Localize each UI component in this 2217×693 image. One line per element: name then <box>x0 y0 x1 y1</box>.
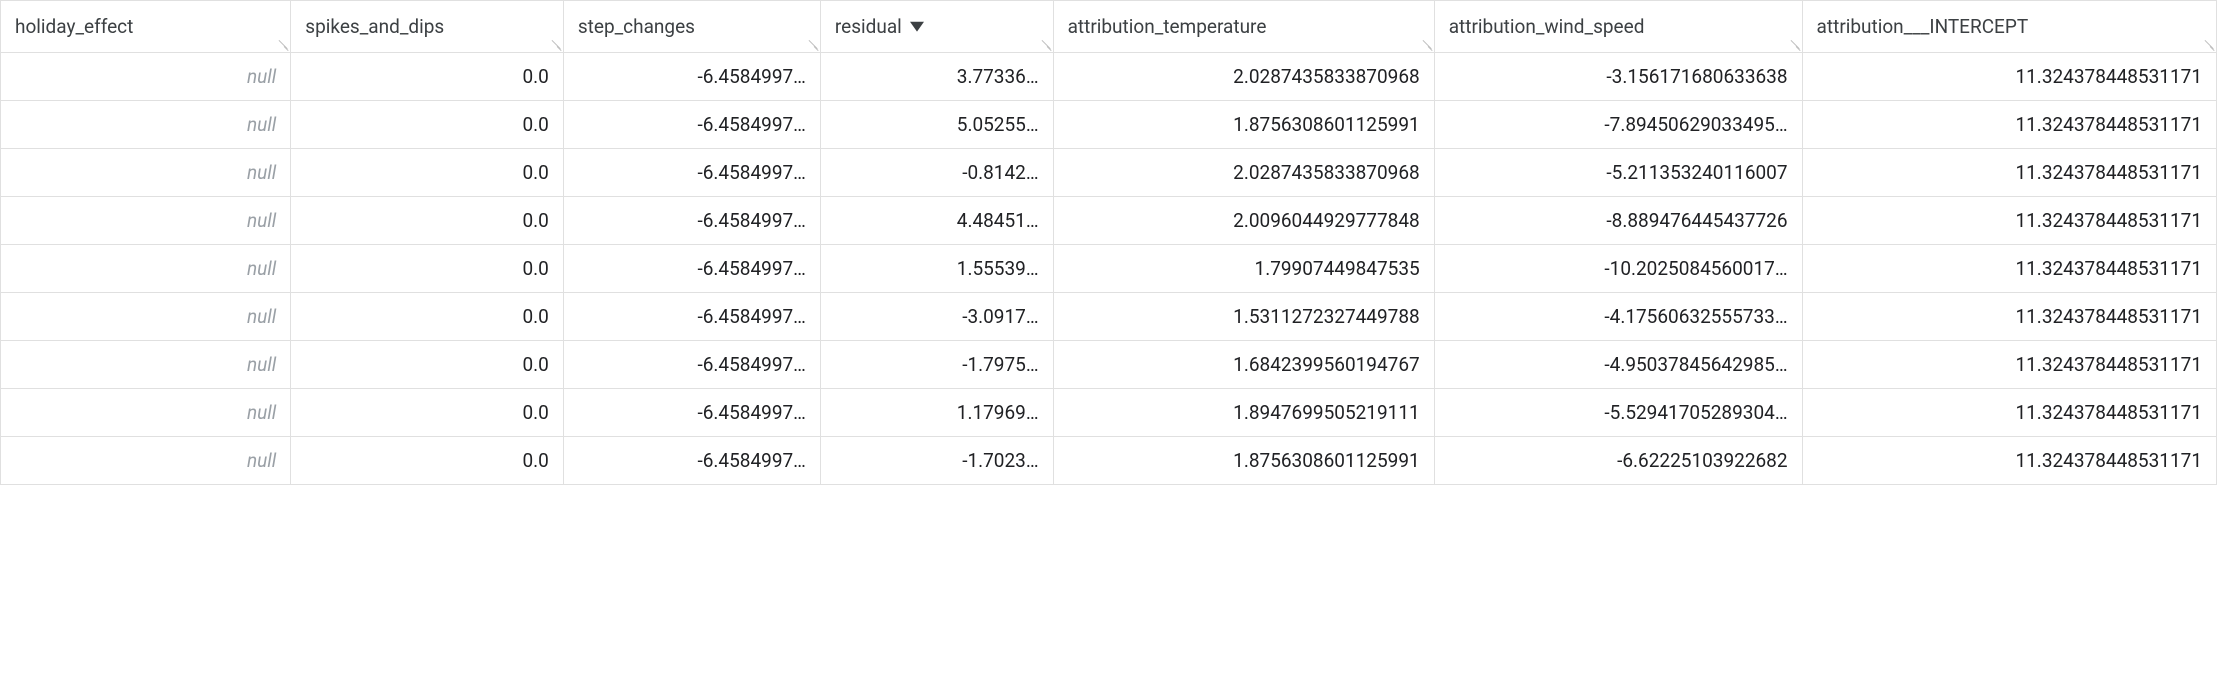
cell-attribution_temperature: 1.8947699505219111 <box>1053 389 1434 437</box>
cell-holiday_effect: null <box>1 53 291 101</box>
cell-attribution_wind_speed: -8.889476445437726 <box>1434 197 1802 245</box>
cell-attribution___INTERCEPT: 11.324378448531171 <box>1802 389 2216 437</box>
column-header-attribution_wind_speed[interactable]: attribution_wind_speed <box>1434 1 1802 53</box>
column-header-label: attribution___INTERCEPT <box>1817 15 2029 38</box>
column-header-label: attribution_temperature <box>1068 15 1267 38</box>
cell-attribution___INTERCEPT: 11.324378448531171 <box>1802 101 2216 149</box>
cell-attribution_wind_speed: -5.52941705289304… <box>1434 389 1802 437</box>
cell-spikes_and_dips: 0.0 <box>291 389 564 437</box>
cell-holiday_effect: null <box>1 341 291 389</box>
table-header-row: holiday_effect spikes_and_dips step_change… <box>1 1 2217 53</box>
cell-attribution___INTERCEPT: 11.324378448531171 <box>1802 245 2216 293</box>
column-resize-handle[interactable] <box>547 36 561 50</box>
cell-attribution_wind_speed: -4.95037845642985… <box>1434 341 1802 389</box>
cell-attribution_temperature: 1.8756308601125991 <box>1053 101 1434 149</box>
table-row: null0.0-6.4584997…-3.0917…1.531127232744… <box>1 293 2217 341</box>
column-header-residual[interactable]: residual <box>820 1 1053 53</box>
column-header-label: step_changes <box>578 15 695 38</box>
column-resize-handle[interactable] <box>2200 36 2214 50</box>
column-resize-handle[interactable] <box>274 36 288 50</box>
cell-holiday_effect: null <box>1 149 291 197</box>
cell-holiday_effect: null <box>1 197 291 245</box>
cell-residual: 1.17969… <box>820 389 1053 437</box>
cell-holiday_effect: null <box>1 101 291 149</box>
cell-attribution___INTERCEPT: 11.324378448531171 <box>1802 293 2216 341</box>
cell-holiday_effect: null <box>1 389 291 437</box>
column-header-label: holiday_effect <box>15 15 133 38</box>
sort-desc-icon <box>910 19 924 33</box>
cell-attribution_wind_speed: -3.156171680633638 <box>1434 53 1802 101</box>
cell-holiday_effect: null <box>1 437 291 485</box>
column-resize-handle[interactable] <box>1786 36 1800 50</box>
table-row: null0.0-6.4584997…1.55539…1.799074498475… <box>1 245 2217 293</box>
cell-attribution_temperature: 2.0287435833870968 <box>1053 53 1434 101</box>
cell-spikes_and_dips: 0.0 <box>291 149 564 197</box>
column-header-attribution_temperature[interactable]: attribution_temperature <box>1053 1 1434 53</box>
cell-attribution_temperature: 1.5311272327449788 <box>1053 293 1434 341</box>
column-header-step_changes[interactable]: step_changes <box>563 1 820 53</box>
cell-attribution_temperature: 1.8756308601125991 <box>1053 437 1434 485</box>
column-header-spikes_and_dips[interactable]: spikes_and_dips <box>291 1 564 53</box>
cell-spikes_and_dips: 0.0 <box>291 53 564 101</box>
cell-attribution_wind_speed: -4.17560632555733… <box>1434 293 1802 341</box>
table-row: null0.0-6.4584997…-0.8142…2.028743583387… <box>1 149 2217 197</box>
table-row: null0.0-6.4584997…-1.7975…1.684239956019… <box>1 341 2217 389</box>
cell-step_changes: -6.4584997… <box>563 293 820 341</box>
table-row: null0.0-6.4584997…4.48451…2.009604492977… <box>1 197 2217 245</box>
cell-residual: -1.7023… <box>820 437 1053 485</box>
cell-attribution_temperature: 1.6842399560194767 <box>1053 341 1434 389</box>
sort-indicator <box>910 15 924 38</box>
cell-attribution___INTERCEPT: 11.324378448531171 <box>1802 149 2216 197</box>
cell-attribution_temperature: 2.0096044929777848 <box>1053 197 1434 245</box>
cell-spikes_and_dips: 0.0 <box>291 341 564 389</box>
cell-attribution_wind_speed: -5.211353240116007 <box>1434 149 1802 197</box>
cell-step_changes: -6.4584997… <box>563 245 820 293</box>
cell-spikes_and_dips: 0.0 <box>291 197 564 245</box>
cell-attribution_wind_speed: -7.89450629033495… <box>1434 101 1802 149</box>
cell-step_changes: -6.4584997… <box>563 53 820 101</box>
cell-attribution_temperature: 1.79907449847535 <box>1053 245 1434 293</box>
cell-attribution___INTERCEPT: 11.324378448531171 <box>1802 53 2216 101</box>
column-resize-handle[interactable] <box>1037 36 1051 50</box>
column-resize-handle[interactable] <box>1418 36 1432 50</box>
cell-holiday_effect: null <box>1 293 291 341</box>
cell-attribution___INTERCEPT: 11.324378448531171 <box>1802 437 2216 485</box>
cell-residual: -3.0917… <box>820 293 1053 341</box>
cell-residual: 5.05255… <box>820 101 1053 149</box>
cell-residual: -1.7975… <box>820 341 1053 389</box>
table-row: null0.0-6.4584997…-1.7023…1.875630860112… <box>1 437 2217 485</box>
cell-attribution_wind_speed: -6.62225103922682 <box>1434 437 1802 485</box>
cell-step_changes: -6.4584997… <box>563 341 820 389</box>
cell-step_changes: -6.4584997… <box>563 437 820 485</box>
column-header-label: residual <box>835 15 902 38</box>
cell-step_changes: -6.4584997… <box>563 197 820 245</box>
table-row: null0.0-6.4584997…3.77336…2.028743583387… <box>1 53 2217 101</box>
table-row: null0.0-6.4584997…1.17969…1.894769950521… <box>1 389 2217 437</box>
cell-step_changes: -6.4584997… <box>563 389 820 437</box>
column-header-label: spikes_and_dips <box>305 15 444 38</box>
results-table: holiday_effect spikes_and_dips step_change… <box>0 0 2217 485</box>
table-body: null0.0-6.4584997…3.77336…2.028743583387… <box>1 53 2217 485</box>
table-row: null0.0-6.4584997…5.05255…1.875630860112… <box>1 101 2217 149</box>
cell-residual: 4.48451… <box>820 197 1053 245</box>
cell-attribution_wind_speed: -10.2025084560017… <box>1434 245 1802 293</box>
column-header-label: attribution_wind_speed <box>1449 15 1645 38</box>
cell-attribution___INTERCEPT: 11.324378448531171 <box>1802 341 2216 389</box>
column-header-attribution___INTERCEPT[interactable]: attribution___INTERCEPT <box>1802 1 2216 53</box>
cell-spikes_and_dips: 0.0 <box>291 245 564 293</box>
cell-holiday_effect: null <box>1 245 291 293</box>
column-header-holiday_effect[interactable]: holiday_effect <box>1 1 291 53</box>
cell-residual: 3.77336… <box>820 53 1053 101</box>
cell-step_changes: -6.4584997… <box>563 149 820 197</box>
cell-spikes_and_dips: 0.0 <box>291 101 564 149</box>
cell-spikes_and_dips: 0.0 <box>291 293 564 341</box>
cell-step_changes: -6.4584997… <box>563 101 820 149</box>
cell-spikes_and_dips: 0.0 <box>291 437 564 485</box>
cell-residual: -0.8142… <box>820 149 1053 197</box>
cell-attribution___INTERCEPT: 11.324378448531171 <box>1802 197 2216 245</box>
cell-attribution_temperature: 2.0287435833870968 <box>1053 149 1434 197</box>
cell-residual: 1.55539… <box>820 245 1053 293</box>
column-resize-handle[interactable] <box>804 36 818 50</box>
